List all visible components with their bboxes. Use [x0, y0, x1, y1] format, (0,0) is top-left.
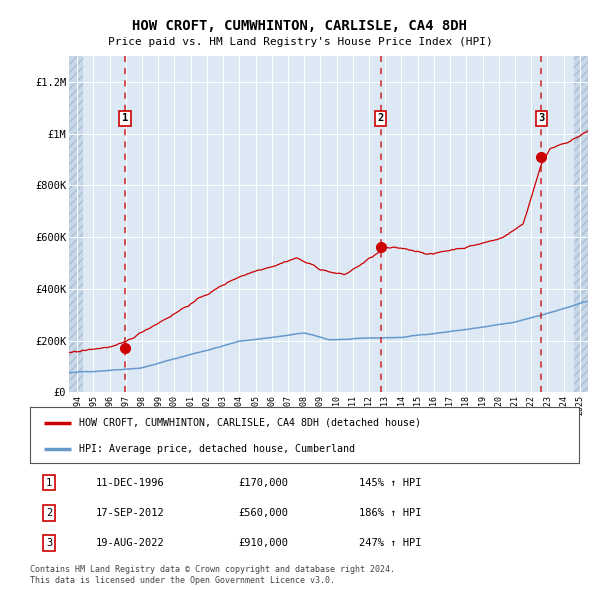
Text: 2: 2: [46, 508, 52, 518]
Text: This data is licensed under the Open Government Licence v3.0.: This data is licensed under the Open Gov…: [30, 576, 335, 585]
Text: 19-AUG-2022: 19-AUG-2022: [96, 538, 164, 548]
Bar: [574, 56, 588, 392]
Text: £560,000: £560,000: [239, 508, 289, 518]
Text: 3: 3: [538, 113, 545, 123]
Text: 1: 1: [46, 477, 52, 487]
Text: HOW CROFT, CUMWHINTON, CARLISLE, CA4 8DH: HOW CROFT, CUMWHINTON, CARLISLE, CA4 8DH: [133, 19, 467, 34]
Text: 247% ↑ HPI: 247% ↑ HPI: [359, 538, 422, 548]
Text: £910,000: £910,000: [239, 538, 289, 548]
Text: 17-SEP-2012: 17-SEP-2012: [96, 508, 164, 518]
Bar: [69, 56, 83, 392]
Text: Contains HM Land Registry data © Crown copyright and database right 2024.: Contains HM Land Registry data © Crown c…: [30, 565, 395, 574]
Text: 11-DEC-1996: 11-DEC-1996: [96, 477, 164, 487]
Text: 2: 2: [377, 113, 383, 123]
Text: Price paid vs. HM Land Registry's House Price Index (HPI): Price paid vs. HM Land Registry's House …: [107, 37, 493, 47]
Text: HPI: Average price, detached house, Cumberland: HPI: Average price, detached house, Cumb…: [79, 444, 355, 454]
Text: 1: 1: [122, 113, 128, 123]
Text: 3: 3: [46, 538, 52, 548]
Text: 186% ↑ HPI: 186% ↑ HPI: [359, 508, 422, 518]
Text: 145% ↑ HPI: 145% ↑ HPI: [359, 477, 422, 487]
Text: £170,000: £170,000: [239, 477, 289, 487]
Bar: [69, 56, 83, 392]
Text: HOW CROFT, CUMWHINTON, CARLISLE, CA4 8DH (detached house): HOW CROFT, CUMWHINTON, CARLISLE, CA4 8DH…: [79, 418, 421, 428]
Bar: [574, 56, 588, 392]
